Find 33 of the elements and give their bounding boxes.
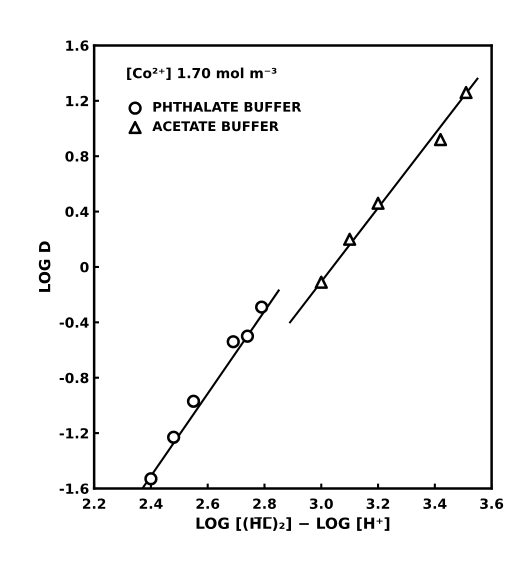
y-tick-label: -0.4 (60, 317, 89, 328)
x-tick-label: 2.2 (82, 498, 106, 509)
point (226, 335, 240, 348)
point (371, 196, 385, 210)
point (186, 394, 200, 408)
y-tick-label: 1.6 (66, 40, 89, 51)
legend-label: PHTHALATE BUFFER (153, 102, 302, 112)
point (255, 300, 268, 314)
x-tick-label: 3.4 (423, 498, 446, 509)
y-tick-label: 1.2 (66, 96, 88, 106)
legend-label: ACETATE BUFFER (152, 121, 279, 132)
point (459, 86, 473, 100)
y-tick-label: -1.2 (60, 428, 88, 438)
point (240, 330, 254, 343)
point (144, 472, 158, 486)
point (314, 276, 328, 289)
annotation: [Co²⁺] 1.70 mol m⁻³ (127, 68, 276, 80)
point (434, 132, 448, 146)
x-tick-label: 3.6 (480, 498, 504, 509)
y-tick-label: 0.8 (65, 151, 88, 162)
point (167, 430, 180, 444)
y-tick-label: 0.4 (65, 206, 89, 218)
x-tick-label: 2.6 (196, 498, 220, 509)
x-axis-title: LOG [(H̅L̅)₂] − LOG [H⁺] (196, 517, 390, 531)
x-tick-label: 2.8 (253, 498, 276, 509)
x-tick-label: 2.4 (140, 498, 163, 509)
y-tick-label: -0.8 (60, 372, 88, 384)
y-axis-title: LOG D (38, 241, 50, 292)
x-tick-label: 3.2 (366, 498, 390, 509)
y-tick-label: 0 (80, 262, 89, 272)
point (343, 232, 356, 246)
x-tick-label: 3.0 (310, 498, 333, 509)
y-tick-label: -1.6 (60, 483, 89, 494)
